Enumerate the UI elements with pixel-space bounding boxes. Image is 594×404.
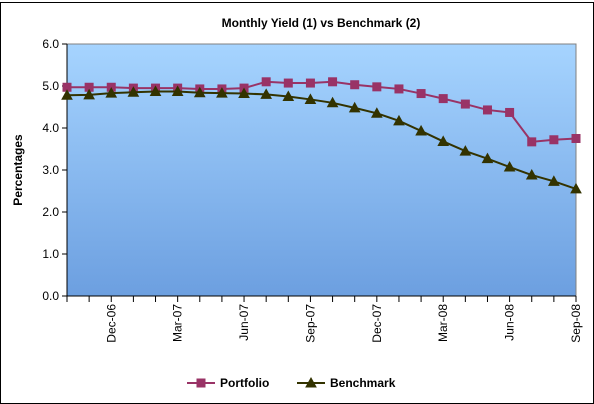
y-tick-label: 1.0	[42, 247, 59, 261]
marker	[527, 137, 537, 147]
y-tick-label: 5.0	[42, 79, 59, 93]
x-tick-label: Jun-07	[237, 304, 251, 341]
marker	[260, 88, 273, 99]
marker	[283, 78, 293, 88]
marker	[438, 94, 448, 104]
marker	[482, 105, 492, 115]
marker	[549, 135, 559, 145]
marker	[415, 124, 427, 136]
marker	[372, 82, 382, 92]
marker	[393, 114, 405, 126]
marker	[525, 169, 538, 180]
marker	[571, 134, 581, 143]
y-tick-label: 6.0	[42, 37, 59, 51]
legend-item: Benchmark	[297, 376, 396, 390]
marker	[171, 85, 184, 96]
y-tick-label: 0.0	[42, 289, 59, 303]
marker	[127, 86, 140, 97]
y-tick-label: 3.0	[42, 163, 59, 177]
marker	[481, 152, 494, 164]
marker	[238, 87, 250, 99]
marker	[416, 89, 426, 99]
marker	[305, 78, 315, 88]
marker	[459, 145, 472, 156]
marker	[437, 135, 450, 146]
marker	[370, 107, 383, 118]
x-tick-label: Dec-07	[370, 304, 384, 343]
marker	[105, 87, 118, 98]
marker	[503, 161, 516, 172]
x-tick-label: Jun-08	[503, 304, 517, 341]
x-tick-label: Sep-07	[303, 304, 317, 343]
marker	[505, 107, 515, 117]
y-tick-label: 2.0	[42, 205, 59, 219]
marker	[350, 80, 360, 90]
legend-label: Portfolio	[220, 376, 269, 390]
y-axis-label: Percentages	[11, 134, 25, 206]
marker	[83, 88, 95, 100]
marker	[261, 77, 271, 87]
marker	[305, 376, 317, 388]
marker	[304, 93, 317, 104]
series	[61, 85, 582, 194]
marker	[394, 84, 404, 94]
marker	[548, 175, 560, 186]
marker	[326, 96, 339, 108]
marker	[216, 87, 228, 98]
x-tick-label: Sep-08	[569, 304, 583, 343]
legend-item: Portfolio	[187, 376, 269, 390]
marker	[149, 85, 162, 96]
x-tick-label: Mar-07	[171, 304, 185, 342]
marker	[61, 89, 73, 100]
chart-title: Monthly Yield (1) vs Benchmark (2)	[222, 16, 421, 30]
marker	[328, 77, 338, 87]
x-tick-label: Mar-08	[436, 304, 450, 342]
marker	[570, 182, 582, 194]
y-tick-label: 4.0	[42, 121, 59, 135]
marker	[196, 378, 206, 388]
marker	[460, 99, 470, 109]
legend-label: Benchmark	[330, 376, 396, 390]
marker	[193, 86, 206, 98]
x-tick-label: Dec-06	[104, 304, 118, 343]
marker	[348, 101, 361, 113]
marker	[282, 90, 295, 101]
